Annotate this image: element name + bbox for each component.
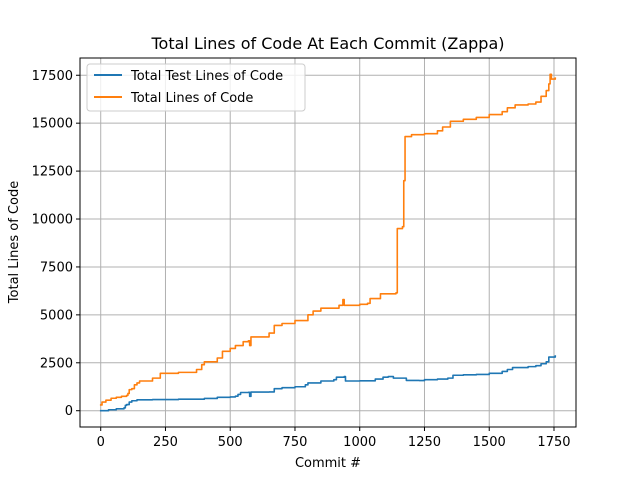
x-tick-label: 500 [218,435,243,450]
x-tick-label: 1000 [343,435,376,450]
y-tick-label: 15000 [32,117,73,132]
x-tick-label: 1250 [408,435,441,450]
x-tick-label: 750 [283,435,308,450]
y-axis-label: Total Lines of Code [7,181,22,304]
legend-label-total-lines: Total Lines of Code [130,91,253,106]
plot-frame [79,57,577,428]
x-tick-label: 250 [153,435,178,450]
y-tick-label: 2500 [40,356,73,371]
chart-title: Total Lines of Code At Each Commit (Zapp… [150,34,504,53]
series-line-total-lines [99,73,557,406]
y-tick-label: 17500 [32,69,73,84]
x-tick-label: 1500 [473,435,506,450]
x-axis-label: Commit # [295,456,361,471]
legend-frame [86,63,306,112]
plot-area-background [80,58,576,427]
grid-lines [80,58,576,427]
y-tick-label: 0 [65,404,73,419]
y-tick-label: 7500 [40,260,73,275]
series-lines [99,73,557,412]
legend-label-test-lines: Total Test Lines of Code [130,69,283,84]
y-tick-label: 5000 [40,308,73,323]
series-line-test-lines [99,355,557,412]
legend: Total Test Lines of Code Total Lines of … [86,63,306,112]
x-tick-label: 0 [97,435,105,450]
y-tick-label: 10000 [32,213,73,228]
x-axis-ticks: 0 250 500 750 1000 1250 1500 1750 [97,427,571,450]
y-axis-ticks: 0 2500 5000 7500 10000 12500 15000 17500 [32,69,80,419]
y-tick-label: 12500 [32,165,73,180]
x-tick-label: 1750 [537,435,570,450]
